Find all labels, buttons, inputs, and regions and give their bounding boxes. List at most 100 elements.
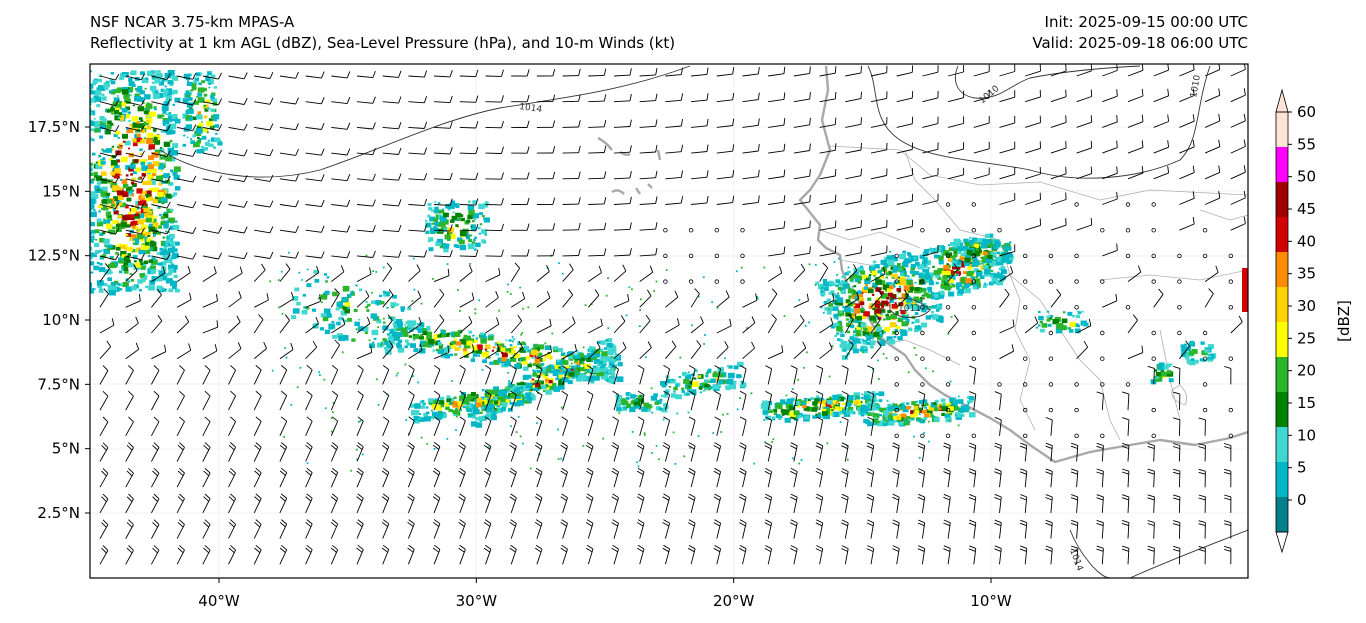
calm-wind-marker xyxy=(971,279,976,284)
wind-barb xyxy=(125,493,134,514)
calm-wind-marker xyxy=(1100,227,1105,233)
echo-cell xyxy=(763,419,766,421)
wind-barb xyxy=(202,493,211,514)
echo-cell xyxy=(143,276,146,279)
echo-cell xyxy=(423,342,429,347)
echo-cell xyxy=(859,301,865,306)
wind-barb xyxy=(691,67,709,77)
echo-cell xyxy=(369,343,375,348)
echo-cell xyxy=(885,276,888,279)
calm-wind-marker xyxy=(1100,382,1105,387)
echo-cell xyxy=(986,283,989,286)
echo-cell xyxy=(533,370,537,374)
calm-wind-marker xyxy=(1228,407,1233,413)
echo-cell xyxy=(114,103,122,110)
echo-cell xyxy=(404,345,408,349)
echo-cell xyxy=(565,365,569,369)
echo-cell xyxy=(1037,324,1041,327)
wind-barb xyxy=(253,416,262,436)
echo-cell xyxy=(396,303,400,306)
echo-cell xyxy=(997,273,1004,279)
echo-cell xyxy=(661,383,667,388)
echo-cell xyxy=(591,350,598,355)
echo-cell xyxy=(832,394,840,401)
echo-cell xyxy=(930,291,933,294)
echo-cell xyxy=(144,170,149,174)
wind-barb xyxy=(176,292,192,308)
echo-cell xyxy=(186,81,192,86)
calm-wind-marker xyxy=(997,227,1002,233)
wind-barb xyxy=(1045,417,1053,436)
echo-cell xyxy=(384,346,388,350)
echo-cell xyxy=(104,244,107,247)
echo-cell xyxy=(935,274,940,279)
echo-cell xyxy=(109,157,113,161)
echo-cell xyxy=(568,365,576,371)
wind-barb xyxy=(254,123,274,131)
echo-cell xyxy=(868,305,873,309)
wind-barb xyxy=(331,251,351,259)
echo-cell xyxy=(100,171,107,177)
wind-barb xyxy=(305,225,325,233)
wind-barb xyxy=(867,416,875,436)
wind-barb xyxy=(588,222,607,231)
echo-cell xyxy=(631,394,636,398)
echo-cell xyxy=(839,311,843,315)
echo-cell xyxy=(168,247,175,253)
echo-cell xyxy=(463,351,469,356)
echo-cell xyxy=(966,249,973,255)
wind-barb xyxy=(613,341,627,360)
echo-cell xyxy=(948,268,951,271)
echo-cell xyxy=(127,253,131,256)
wind-barb xyxy=(485,69,504,77)
wind-barb xyxy=(742,293,758,308)
wind-barb xyxy=(432,519,441,539)
echo-cell xyxy=(474,236,478,239)
echo-cell xyxy=(869,315,876,321)
wind-barb xyxy=(637,365,645,385)
echo-cell xyxy=(929,279,934,284)
echo-cell xyxy=(931,310,935,314)
wind-barb xyxy=(845,65,862,77)
echo-cell xyxy=(124,214,131,219)
wind-barb xyxy=(947,167,965,180)
wind-barb xyxy=(562,222,581,231)
wind-barb xyxy=(1102,192,1118,205)
echo-cell xyxy=(156,285,163,291)
echo-cell xyxy=(901,405,906,409)
echo-cell xyxy=(128,153,134,158)
echo-cell xyxy=(212,114,220,120)
echo-cell xyxy=(86,203,89,205)
wind-barb xyxy=(665,93,684,103)
echo-cell xyxy=(427,240,431,243)
wind-barb xyxy=(841,390,849,411)
echo-cell xyxy=(961,246,968,251)
echo-cell xyxy=(756,296,759,298)
echo-cell xyxy=(985,257,993,263)
echo-cell xyxy=(132,122,140,128)
echo-cell xyxy=(536,357,541,361)
calm-wind-marker xyxy=(945,227,951,233)
echo-cell xyxy=(292,296,299,301)
echo-cell xyxy=(149,241,157,247)
echo-cell xyxy=(879,408,884,412)
echo-cell xyxy=(521,442,524,445)
colorbar-segment xyxy=(1276,497,1288,532)
echo-cell xyxy=(911,321,915,324)
echo-cell xyxy=(151,152,159,158)
echo-cell xyxy=(869,265,876,271)
echo-cell xyxy=(509,293,512,295)
echo-cell xyxy=(119,259,124,264)
wind-barb xyxy=(253,519,262,539)
wind-barb xyxy=(356,225,376,233)
echo-cell xyxy=(447,208,451,211)
echo-cell xyxy=(158,262,163,266)
calm-wind-marker xyxy=(1151,407,1156,413)
echo-cell xyxy=(142,190,147,195)
echo-cell xyxy=(163,173,170,179)
echo-cell xyxy=(889,250,892,253)
echo-cell xyxy=(101,254,107,259)
echo-cell xyxy=(560,457,563,460)
echo-cell xyxy=(425,222,431,227)
calm-wind-marker xyxy=(971,305,976,310)
